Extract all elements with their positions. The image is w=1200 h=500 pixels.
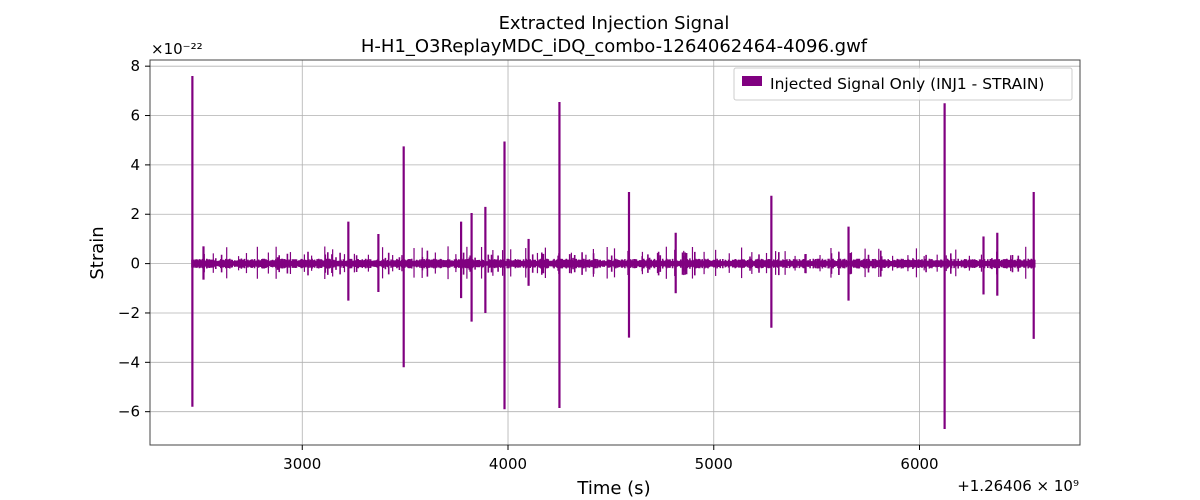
y-tick-label: −2: [118, 304, 140, 322]
grid: [150, 60, 1080, 445]
chart-subtitle: H-H1_O3ReplayMDC_iDQ_combo-1264062464-40…: [361, 36, 868, 57]
legend-entry-injected-signal: Injected Signal Only (INJ1 - STRAIN): [770, 75, 1044, 93]
legend-box: [733, 67, 1073, 101]
x-tick-label: 6000: [900, 455, 938, 473]
x-tick-label: 3000: [283, 455, 321, 473]
axis-ticks: 3000 4000 5000 6000 −6 −4 −2 0 2 4 6 8: [118, 57, 939, 473]
axes-frame: [149, 59, 1081, 446]
y-tick-label: −6: [118, 403, 140, 421]
y-tick-label: 4: [130, 156, 140, 174]
x-tick-label: 5000: [695, 455, 733, 473]
y-axis-label: Strain: [87, 226, 108, 279]
y-tick-label: −4: [118, 353, 140, 371]
legend: Injected Signal Only (INJ1 - STRAIN): [733, 67, 1073, 101]
legend-swatch: [742, 76, 762, 86]
x-offset-label: +1.26406 × 10⁹: [957, 477, 1079, 495]
x-axis-label: Time (s): [576, 478, 650, 499]
y-tick-label: 2: [130, 205, 140, 223]
plot-area: [191, 76, 1036, 429]
x-tick-label: 4000: [489, 455, 527, 473]
y-tick-label: 0: [130, 255, 140, 273]
y-tick-label: 6: [130, 107, 140, 125]
y-tick-label: 8: [130, 57, 140, 75]
chart-title: Extracted Injection Signal: [499, 13, 730, 34]
y-multiplier-label: ×10⁻²²: [151, 40, 203, 58]
